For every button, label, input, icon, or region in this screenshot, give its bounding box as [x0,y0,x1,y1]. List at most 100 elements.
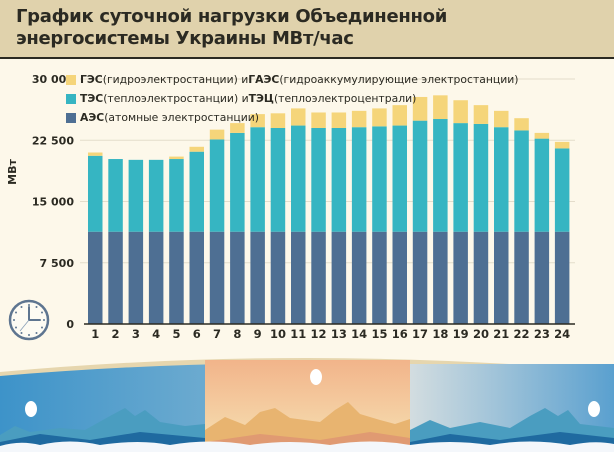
bar-segment-hydro [331,112,347,128]
bar-segment-thermal [108,159,123,232]
bar-segment-nuclear [514,231,529,324]
bar-segment-nuclear [230,231,245,324]
clock-hour-mark [40,326,43,329]
bar-segment-hydro [514,118,529,131]
bar-segment-thermal [433,119,448,232]
legend-swatch-thermal [66,93,76,104]
clock-hour-mark [15,326,18,329]
x-tick-label: 24 [554,327,570,341]
bar-segment-nuclear [189,231,204,324]
x-tick-label: 1 [91,327,99,341]
bar-segment-nuclear [209,231,225,324]
moon-right-icon [588,401,600,417]
bar-segment-hydro [209,129,225,140]
clock-hour-mark [20,331,23,334]
x-tick-label: 23 [534,327,550,341]
bar-segment-thermal [209,139,225,232]
bar-segment-hydro [554,141,570,149]
legend-thermal-text: (теплоэлектростанции) и [103,92,249,105]
legend-nuclear-text: (атомные электростанции) [104,111,259,124]
bar-segment-hydro [412,96,428,121]
bar-segment-thermal [412,120,428,232]
bar-segment-nuclear [291,231,306,324]
x-tick-label: 17 [412,327,428,341]
bar-segment-thermal [494,127,509,232]
bar-segment-thermal [351,127,367,232]
bar-segment-nuclear [88,231,103,324]
bar-segment-hydro [189,146,204,152]
clock-hour-mark [20,306,23,309]
legend-item-nuclear: АЭС (атомные электростанции) [66,108,519,127]
bar-segment-thermal [473,123,489,232]
bar-segment-nuclear [250,231,265,324]
clock-hour-mark [13,319,15,321]
bar-segment-thermal [514,130,529,232]
title-banner: График суточной нагрузки Объединенной эн… [0,0,614,59]
bar-segment-nuclear [412,231,428,324]
bar-segment-hydro [169,156,184,160]
legend-item-thermal: ТЭС (теплоэлектростанции) и ТЭЦ (теплоэл… [66,89,519,108]
bar-segment-nuclear [311,231,326,324]
y-tick-label: 22 500 [32,134,74,147]
legend-swatch-nuclear [66,112,76,123]
legend-item-hydro: ГЭС (гидроэлектростанции) и ГАЭС (гидроа… [66,70,519,89]
legend-hydro-text: (гидроэлектростанции) и [102,73,249,86]
bar-segment-nuclear [392,231,407,324]
bar-segment-thermal [554,148,570,232]
y-tick-label: 15 000 [32,196,74,209]
bar-segment-thermal [189,151,204,232]
x-tick-label: 13 [331,327,347,341]
bar-segment-thermal [291,125,306,232]
bar-segment-hydro [230,123,245,133]
bar-segment-hydro [534,132,550,139]
sun-icon [310,369,322,385]
bar-segment-thermal [230,132,245,232]
x-tick-label: 11 [290,327,306,341]
bar-segment-nuclear [148,231,164,324]
y-axis-ticks: 0 7 500 15 000 22 500 30 000 [32,73,74,331]
bar-segment-nuclear [534,231,550,324]
legend: ГЭС (гидроэлектростанции) и ГАЭС (гидроа… [66,70,519,127]
horizon-band [0,358,614,378]
bars [88,95,570,324]
x-tick-label: 2 [112,327,120,341]
x-tick-label: 12 [311,327,327,341]
bar-segment-thermal [392,125,407,232]
x-tick-label: 6 [193,327,201,341]
x-tick-label: 9 [254,327,262,341]
bar-segment-hydro [473,105,489,124]
x-tick-label: 3 [132,327,140,341]
x-tick-label: 16 [392,327,408,341]
bar-segment-hydro [351,110,367,128]
legend-chp-text: (теплоэлектроцентрали) [273,92,417,105]
x-tick-label: 19 [453,327,469,341]
x-tick-label: 20 [473,327,489,341]
bar-segment-thermal [88,155,103,232]
bar-segment-nuclear [108,231,123,324]
x-tick-label: 7 [213,327,221,341]
legend-pumped-abbr: ГАЭС [248,73,280,86]
y-tick-label: 0 [66,318,74,331]
bar-segment-hydro [372,108,387,127]
bar-segment-nuclear [554,231,570,324]
x-tick-label: 5 [172,327,180,341]
bar-segment-thermal [270,128,286,232]
legend-swatch-hydro [66,74,76,85]
bar-segment-hydro [433,95,448,120]
clock-hour-mark [28,304,30,306]
x-tick-label: 22 [514,327,530,341]
bar-segment-thermal [372,126,387,232]
bar-segment-thermal [534,138,550,232]
clock-hour-mark [15,311,18,314]
y-tick-label: 7 500 [40,257,75,270]
clock-hour-mark [43,319,45,321]
bar-segment-nuclear [433,231,448,324]
bar-segment-hydro [392,105,407,126]
bar-segment-thermal [148,159,164,232]
legend-pumped-text: (гидроаккумулирующие электростанции) [279,73,519,86]
bar-segment-thermal [331,128,347,232]
x-tick-label: 4 [152,327,160,341]
bar-segment-thermal [311,128,326,232]
legend-nuclear-abbr: АЭС [80,111,105,124]
bar-segment-hydro [250,114,265,128]
